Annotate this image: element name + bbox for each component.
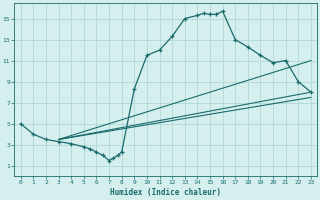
X-axis label: Humidex (Indice chaleur): Humidex (Indice chaleur)	[110, 188, 221, 197]
